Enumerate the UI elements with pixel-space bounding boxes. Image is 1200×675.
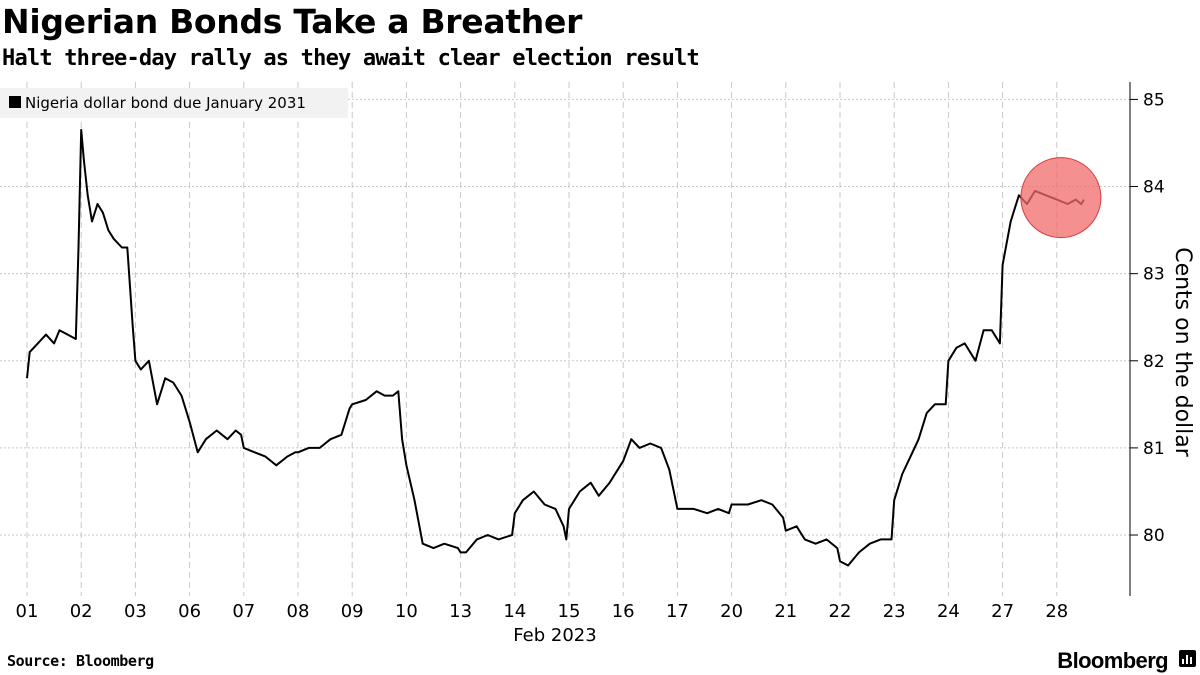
x-tick-label: 17 [666,601,689,622]
x-tick-label: 22 [829,601,852,622]
x-tick-label: 28 [1045,601,1068,622]
x-tick-label: 01 [16,601,39,622]
x-tick-label: 13 [449,601,472,622]
y-axis-ticks: 80 81 82 83 84 85 [1130,90,1165,546]
x-tick-label: 21 [774,601,797,622]
bloomberg-logo: Bloomberg [1057,648,1168,673]
x-tick-label: 08 [287,601,310,622]
source-note: Source: Bloomberg [7,652,154,670]
legend-background [0,88,348,118]
y-tick-label: 83 [1143,265,1165,285]
x-tick-label: 02 [70,601,93,622]
x-axis-label: Feb 2023 [513,625,596,646]
x-tick-label: 15 [558,601,581,622]
legend: Nigeria dollar bond due January 2031 [0,88,348,118]
legend-swatch [9,96,21,108]
bloomberg-chart-icon [1179,650,1196,667]
x-tick-label: 14 [503,601,526,622]
y-tick-label: 81 [1143,439,1165,459]
x-tick-label: 23 [883,601,906,622]
x-tick-label: 20 [720,601,743,622]
y-tick-label: 82 [1143,352,1165,372]
series-line [26,128,1085,567]
x-tick-label: 16 [612,601,635,622]
chart-subtitle: Halt three-day rally as they await clear… [2,46,700,71]
y-tick-label: 80 [1143,526,1165,546]
y-tick-label: 85 [1143,90,1165,110]
x-tick-label: 06 [178,601,201,622]
highlight-circle [1020,157,1102,239]
chart-title: Nigerian Bonds Take a Breather [2,2,583,41]
y-tick-label: 84 [1143,178,1165,198]
x-tick-label: 09 [341,601,364,622]
legend-label: Nigeria dollar bond due January 2031 [25,94,306,112]
grid-lines [0,82,1130,596]
x-tick-label: 10 [395,601,418,622]
x-tick-label: 07 [232,601,255,622]
x-tick-label: 24 [937,601,960,622]
y-axis-label: Cents on the dollar [1170,247,1195,458]
x-tick-label: 27 [991,601,1014,622]
x-axis-ticks: 01 02 03 06 07 08 09 10 13 14 15 16 17 20 21 22 23 24 27 28 [16,601,1069,622]
x-tick-label: 03 [124,601,147,622]
